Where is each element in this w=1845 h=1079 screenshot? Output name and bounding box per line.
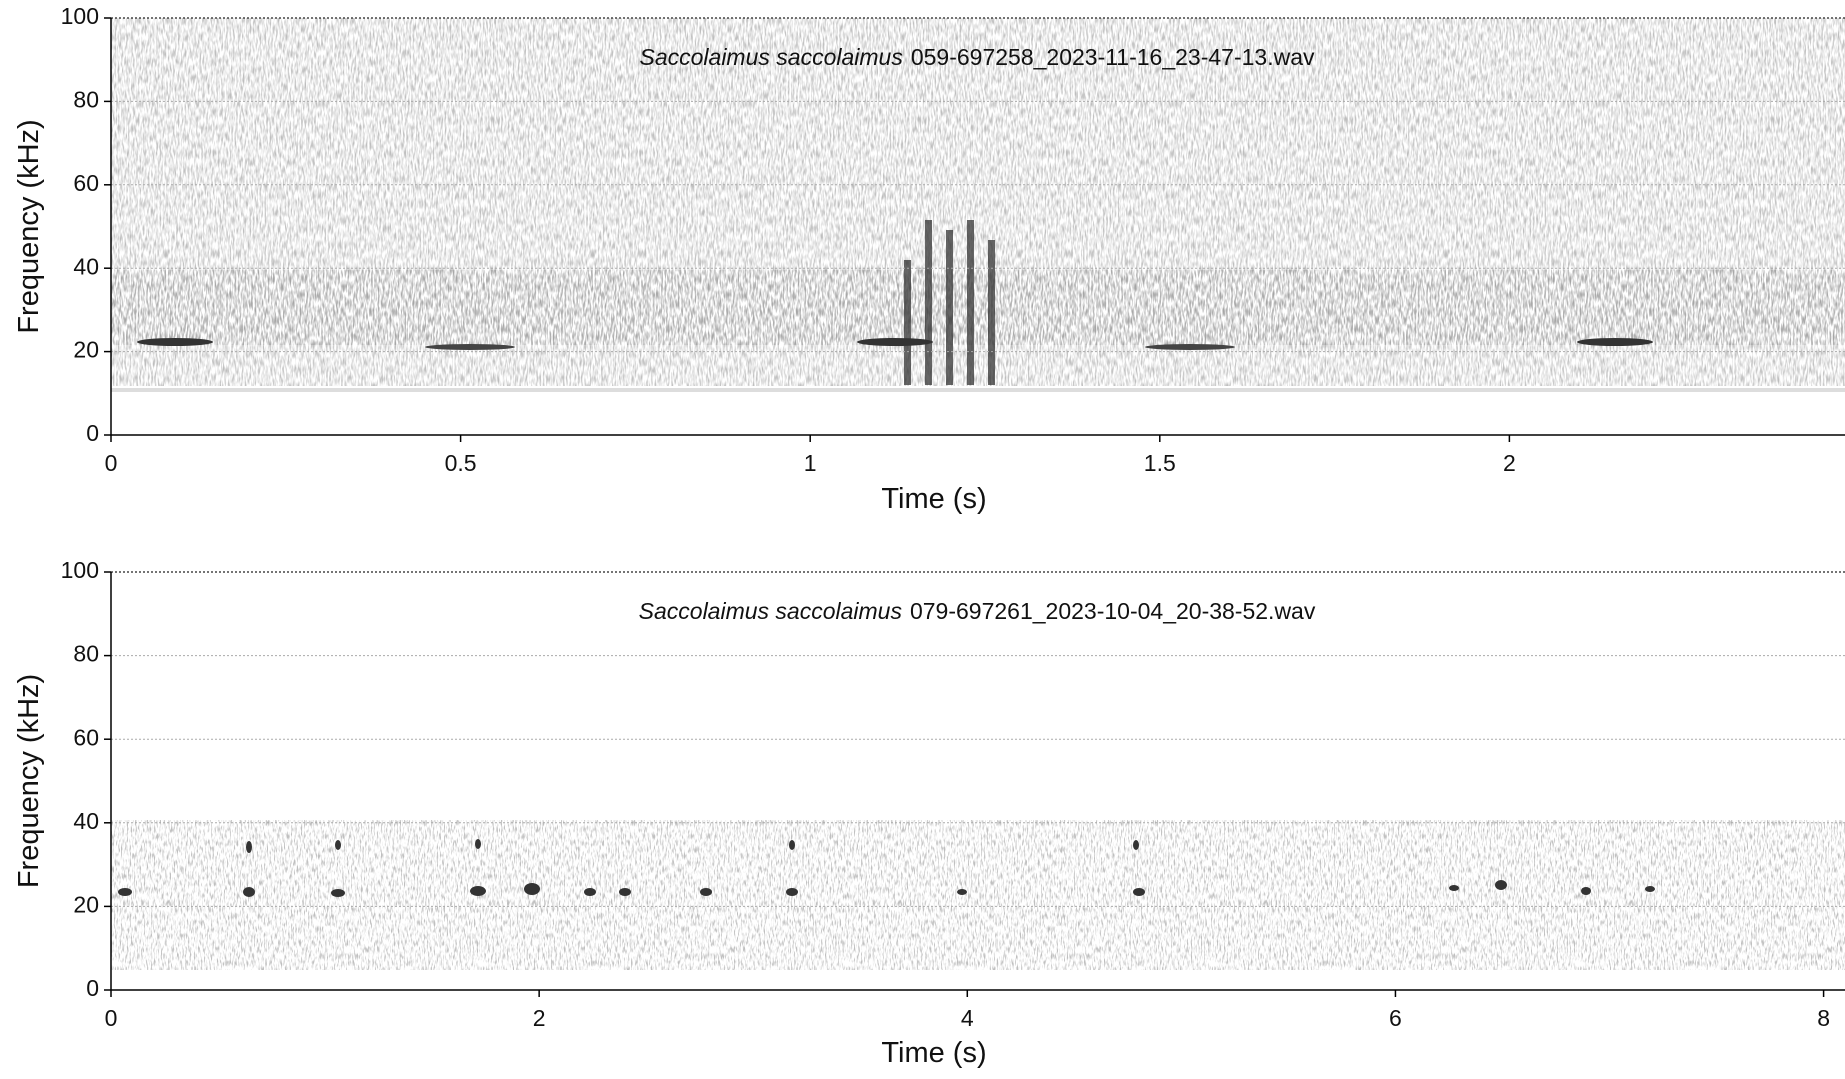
call: [957, 889, 967, 895]
x-tick-label: 8: [1817, 1005, 1830, 1031]
call: [118, 888, 132, 896]
noise-field: [111, 820, 1845, 970]
burst-pulse: [925, 220, 932, 385]
x-tick-label: 0.5: [445, 450, 477, 476]
panel: 0 20 40 60 80 100 0 2 4 6 8 Time (s) Frequency (kHz)…: [13, 557, 1845, 1069]
x-tick-label: 2: [1503, 450, 1516, 476]
noise-band: [111, 270, 1845, 345]
x-tick-label: 6: [1389, 1005, 1402, 1031]
y-tick-label: 60: [73, 170, 99, 196]
y-axis-label: Frequency (kHz): [13, 674, 45, 888]
call: [331, 889, 345, 897]
call: [524, 883, 540, 895]
title-species: Saccolaimus saccolaimus: [639, 598, 903, 624]
noise-line: [111, 388, 1845, 392]
call: [335, 840, 341, 850]
x-axis-label: Time (s): [881, 483, 986, 515]
y-tick-label: 40: [73, 253, 99, 279]
y-tick-label: 0: [86, 420, 99, 446]
x-tick-label: 0: [105, 450, 118, 476]
x-tick-label: 1.5: [1144, 450, 1176, 476]
chart-title: Saccolaimus saccolaimus 059-697258_2023-1…: [640, 44, 1315, 70]
call: [1133, 840, 1139, 850]
y-tick-label: 20: [73, 337, 99, 363]
chart-title: Saccolaimus saccolaimus 079-697261_2023-1…: [639, 598, 1316, 624]
title-file: 079-697261_2023-10-04_20-38-52.wav: [910, 598, 1316, 624]
x-tick-label: 2: [533, 1005, 546, 1031]
call: [243, 887, 255, 897]
call: [700, 888, 712, 896]
y-tick-label: 60: [73, 724, 99, 750]
call: [1495, 880, 1507, 890]
y-axis-label: Frequency (kHz): [13, 119, 45, 333]
call: [425, 344, 515, 350]
call: [470, 886, 486, 896]
call: [1145, 344, 1235, 350]
y-tick-label: 40: [73, 808, 99, 834]
burst-pulse: [988, 240, 995, 385]
x-axis-label: Time (s): [881, 1037, 986, 1069]
x-tick-label: 0: [105, 1005, 118, 1031]
panel: 0 20 40 60 80 100 0 0.5 1 1.5 2 Time (s) Frequency (…: [13, 3, 1845, 515]
call: [1133, 888, 1145, 896]
call: [619, 888, 631, 896]
call: [1581, 887, 1591, 895]
y-tick-label: 80: [73, 86, 99, 112]
burst-pulse: [904, 260, 911, 385]
call-burst: [904, 220, 995, 385]
y-tick-label: 0: [86, 975, 99, 1001]
y-tick-label: 100: [61, 3, 99, 29]
spectrogram-texture: [111, 18, 1845, 392]
call: [789, 840, 795, 850]
call: [786, 888, 798, 896]
call: [137, 338, 213, 346]
call: [857, 338, 933, 346]
title-file: 059-697258_2023-11-16_23-47-13.wav: [911, 44, 1315, 70]
x-tick-label: 1: [804, 450, 817, 476]
y-tick-label: 100: [61, 557, 99, 583]
y-tick-label: 20: [73, 891, 99, 917]
call: [1645, 886, 1655, 892]
x-tick-label: 4: [961, 1005, 974, 1031]
title-species: Saccolaimus saccolaimus: [640, 44, 904, 70]
calls: [118, 839, 1655, 897]
burst-pulse: [967, 220, 974, 385]
call: [1577, 338, 1653, 346]
y-tick-label: 80: [73, 641, 99, 667]
call: [1449, 885, 1459, 891]
call: [246, 841, 252, 853]
spectrogram-texture: [111, 820, 1845, 970]
burst-pulse: [946, 230, 953, 385]
call: [584, 888, 596, 896]
call: [475, 839, 481, 849]
